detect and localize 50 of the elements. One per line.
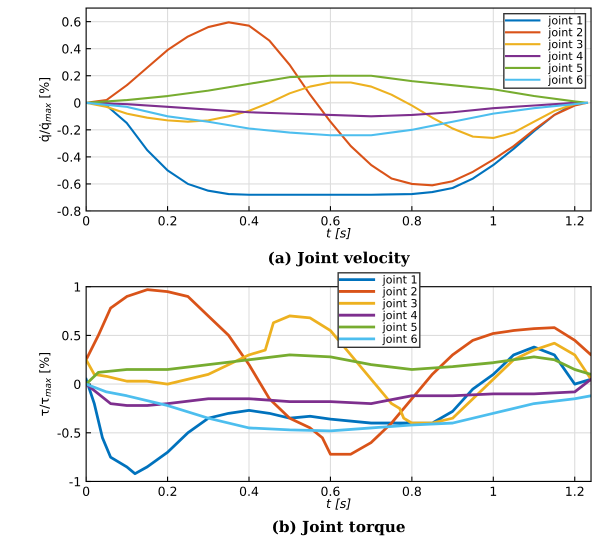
legend-label: joint 5: [548, 63, 582, 74]
y-tick-label: 0.2: [62, 71, 80, 81]
legend-label: joint 2: [382, 286, 416, 298]
legend-label: joint 2: [548, 28, 582, 39]
y-tick-label: -0.5: [57, 428, 80, 438]
x-tick-label: 1.2: [566, 486, 584, 496]
line-series: [86, 354, 592, 386]
text: (a) Joint velocity: [269, 252, 410, 267]
y-tick-label: -0.6: [57, 179, 80, 189]
y-tick-label: -0.2: [57, 125, 80, 135]
x-axis-title: t [s]: [326, 228, 351, 240]
y-tick-label: 0.5: [62, 330, 80, 340]
y-tick-label: -0.8: [57, 206, 80, 216]
legend-label: joint 5: [382, 322, 417, 334]
legend-label: joint 3: [548, 40, 582, 50]
x-tick-label: 0.8: [402, 216, 421, 226]
x-tick-label: 1.2: [566, 216, 584, 226]
x-tick-label: 0.8: [402, 486, 421, 496]
x-tick-label: 0.4: [240, 216, 258, 226]
x-tick-label: 0.6: [321, 216, 340, 226]
x-tick-label: 0.4: [240, 486, 258, 496]
legend-label: joint 1: [382, 275, 417, 286]
line-series: [86, 378, 592, 407]
y-axis-title: q̇/q̇$_{max}$ [%]: [39, 78, 52, 142]
y-axis-title: τ/τ$_{max}$ [%]: [39, 353, 51, 416]
x-tick-label: 0: [82, 216, 90, 226]
text: (b) Joint torque: [273, 520, 405, 536]
y-tick-label: -0.4: [57, 152, 81, 162]
legend-label: joint 4: [382, 310, 417, 322]
x-axis-title: t [s]: [326, 498, 351, 510]
y-tick-label: 0.4: [62, 44, 81, 54]
x-tick-label: 1: [490, 486, 496, 496]
y-tick-label: 0: [74, 98, 80, 108]
line-series: [86, 102, 588, 136]
legend-label: joint 3: [382, 298, 417, 310]
y-tick-label: 0: [74, 380, 80, 390]
legend-label: joint 6: [382, 334, 417, 346]
y-tick-label: 1: [74, 282, 80, 292]
legend-label: joint 4: [548, 51, 583, 62]
legend-label: joint 6: [548, 75, 583, 86]
y-tick-label: 0.6: [62, 17, 80, 27]
line-series: [86, 74, 588, 104]
y-tick-label: -1: [69, 477, 80, 486]
legend-label: joint 1: [548, 16, 582, 27]
x-tick-label: 0.6: [321, 486, 340, 496]
x-tick-label: 1: [490, 216, 496, 226]
x-tick-label: 0.2: [158, 486, 176, 496]
line-series: [86, 382, 592, 432]
x-tick-label: 0: [82, 486, 90, 496]
x-tick-label: 0.2: [158, 216, 176, 226]
